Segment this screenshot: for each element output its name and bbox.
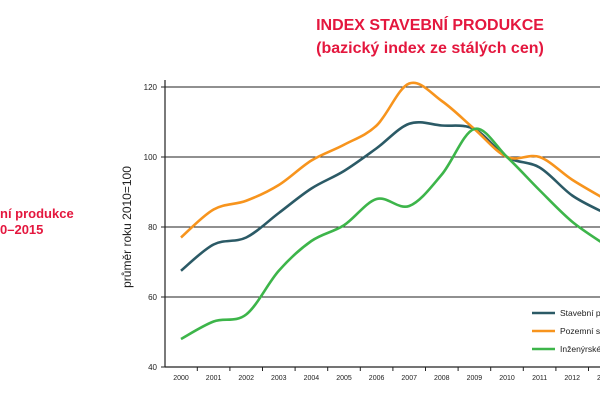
x-tick-label: 2002	[238, 375, 254, 382]
side-text-line2: 0–2015	[0, 222, 44, 237]
y-tick-label: 40	[148, 363, 157, 372]
x-tick-label: 2008	[434, 375, 450, 382]
x-tick-label: 2007	[401, 375, 417, 382]
x-tick-label: 2010	[499, 375, 515, 382]
legend-label: Stavební p	[560, 308, 600, 318]
x-tick-label: 2004	[304, 375, 320, 382]
chart-title: INDEX STAVEBNÍ PRODUKCE	[316, 17, 544, 34]
x-tick-label: 2012	[564, 375, 580, 382]
y-tick-label: 60	[148, 293, 157, 302]
series-line-2	[180, 81, 600, 239]
x-tick-label: 2013	[597, 375, 600, 382]
x-tick-label: 2003	[271, 375, 287, 382]
y-axis-label: průměr roku 2010=100	[120, 166, 134, 288]
series-line-3	[180, 127, 600, 341]
y-tick-label: 100	[144, 153, 158, 162]
chart-subtitle: (bazický index ze stálých cen)	[316, 40, 544, 57]
legend-label: Pozemní s	[560, 326, 600, 336]
y-tick-label: 120	[144, 83, 158, 92]
legend-label: Inženýrské	[560, 344, 600, 354]
x-tick-label: 2005	[336, 375, 352, 382]
x-tick-label: 2001	[206, 375, 222, 382]
series-line-1	[180, 121, 600, 272]
side-text-line1: ní produkce	[0, 206, 74, 221]
x-tick-label: 2006	[369, 375, 385, 382]
x-tick-label: 2011	[532, 375, 547, 382]
y-tick-label: 80	[148, 223, 157, 232]
x-tick-label: 2009	[467, 375, 483, 382]
x-tick-label: 2000	[173, 375, 189, 382]
